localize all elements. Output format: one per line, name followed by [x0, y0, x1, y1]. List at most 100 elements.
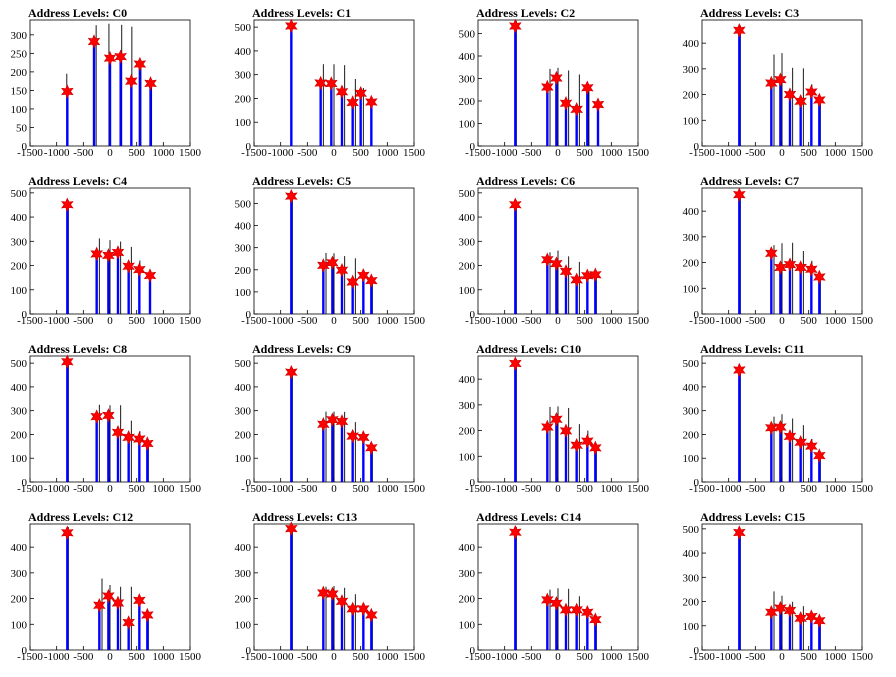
x-tick-label: 500 — [800, 147, 817, 159]
x-tick-label: -1500 — [689, 651, 715, 663]
histogram-bar — [138, 599, 141, 650]
star-marker-icon — [90, 409, 103, 424]
star-marker-icon — [141, 607, 154, 623]
chart-title: Address Levels: C11 — [700, 342, 804, 356]
y-tick-label: 300 — [683, 232, 700, 244]
x-tick-label: 1000 — [376, 315, 399, 327]
y-tick-label: 0 — [246, 309, 252, 321]
histogram-bar — [370, 279, 373, 314]
x-tick-label: 1500 — [403, 315, 426, 327]
y-tick-label: 200 — [235, 265, 252, 277]
star-marker-icon — [111, 425, 125, 440]
x-tick-label: 500 — [128, 147, 145, 159]
y-tick-label: 300 — [459, 568, 476, 580]
histogram-bar — [138, 62, 142, 146]
star-marker-icon — [794, 94, 807, 109]
x-tick-label: -1000 — [268, 147, 294, 159]
histogram-bar — [322, 264, 325, 314]
star-marker-icon — [114, 49, 127, 64]
histogram-bar — [546, 598, 549, 650]
chart-panel: Address Levels: C12 0 100 200 300 400 -1500 -10… — [11, 510, 202, 663]
histogram-bar — [127, 436, 130, 482]
y-tick-label: 100 — [683, 115, 700, 127]
chart-title: Address Levels: C2 — [476, 6, 575, 20]
x-tick-label: 0 — [331, 651, 337, 663]
y-tick-label: 150 — [11, 85, 28, 97]
x-tick-label: 0 — [779, 315, 785, 327]
x-tick-label: 0 — [779, 483, 785, 495]
y-tick-label: 200 — [11, 261, 28, 273]
star-marker-icon — [61, 197, 74, 212]
chart-panel: Address Levels: C3 0 100 200 300 400 -1500 -100… — [683, 6, 874, 159]
chart-panel: Address Levels: C13 0 100 200 300 400 -1500 -10… — [235, 510, 426, 663]
x-tick-label: 500 — [128, 315, 145, 327]
y-tick-label: 400 — [683, 206, 700, 218]
x-tick-label: -500 — [73, 651, 94, 663]
star-marker-icon — [285, 188, 298, 204]
chart-panel: Address Levels: C60100200300400500-1500-… — [459, 174, 650, 327]
histogram-bar — [546, 258, 549, 314]
star-marker-icon — [335, 594, 349, 609]
histogram-bar — [818, 99, 821, 146]
histogram-bar — [738, 530, 741, 650]
histogram-bar — [818, 276, 821, 314]
star-marker-icon — [335, 262, 349, 278]
star-marker-icon — [317, 585, 330, 601]
star-marker-icon — [570, 272, 583, 288]
y-tick-label: 200 — [235, 429, 252, 441]
x-tick-label: 1000 — [376, 147, 399, 159]
star-marker-icon — [122, 430, 135, 445]
star-marker-icon — [570, 102, 583, 117]
star-marker-icon — [541, 79, 554, 95]
star-marker-icon — [589, 267, 602, 282]
star-marker-icon — [365, 273, 378, 288]
y-tick-label: 100 — [683, 283, 700, 295]
histogram-bar — [779, 607, 782, 650]
histogram-bar — [818, 455, 821, 482]
chart-panel: Address Levels: C40100200300400500-1500-… — [11, 174, 202, 327]
star-marker-icon — [589, 612, 602, 627]
histogram-bar — [594, 447, 597, 482]
x-tick-label: -1000 — [492, 483, 518, 495]
y-tick-label: 100 — [459, 451, 476, 463]
star-marker-icon — [765, 604, 778, 620]
x-tick-label: -500 — [745, 483, 766, 495]
y-tick-label: 400 — [11, 382, 28, 394]
histogram-bar — [594, 273, 597, 314]
histogram-bar — [799, 441, 802, 482]
y-tick-label: 0 — [694, 309, 700, 321]
histogram-bar — [116, 431, 120, 482]
histogram-bar — [127, 265, 130, 314]
star-marker-icon — [61, 525, 74, 540]
star-marker-icon — [589, 440, 602, 456]
x-tick-label: 1000 — [600, 483, 623, 495]
histogram-bar — [575, 108, 578, 146]
star-marker-icon — [285, 364, 298, 380]
x-tick-label: -500 — [73, 315, 94, 327]
histogram-bar — [370, 447, 373, 482]
star-marker-icon — [111, 595, 125, 611]
chart-title: Address Levels: C5 — [252, 174, 351, 188]
star-marker-icon — [335, 84, 349, 100]
histogram-bar — [340, 269, 344, 314]
star-marker-icon — [357, 601, 370, 617]
histogram-bar — [810, 268, 813, 314]
x-tick-label: 1000 — [152, 483, 175, 495]
y-tick-label: 300 — [11, 236, 28, 248]
x-tick-label: 500 — [128, 651, 145, 663]
histogram-bar — [770, 611, 773, 650]
histogram-bar — [340, 90, 344, 146]
star-marker-icon — [314, 75, 327, 91]
histogram-bar — [770, 426, 773, 482]
star-marker-icon — [90, 246, 103, 262]
y-tick-label: 500 — [683, 358, 700, 370]
x-tick-label: -1000 — [44, 147, 70, 159]
x-tick-label: 500 — [352, 651, 369, 663]
y-tick-label: 0 — [470, 645, 476, 657]
histogram-bar — [555, 418, 558, 482]
star-marker-icon — [733, 525, 746, 540]
chart-title: Address Levels: C15 — [700, 510, 805, 524]
star-marker-icon — [733, 187, 746, 202]
y-tick-label: 0 — [470, 477, 476, 489]
